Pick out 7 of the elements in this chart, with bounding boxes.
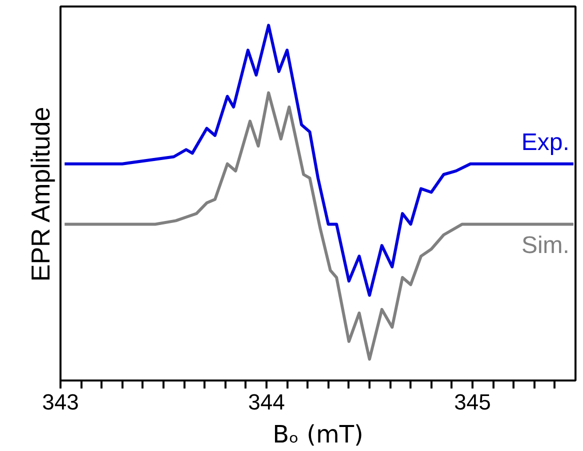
series-label: Sim. [521,232,570,260]
x-tick-label: 343 [42,390,79,414]
x-tick-label: 344 [248,390,285,414]
x-tick-label: 345 [454,390,491,414]
y-axis-title: EPR Amplitude [26,106,56,282]
x-axis-title: Bₒ (mT) [272,420,364,448]
series-label: Exp. [521,128,570,156]
